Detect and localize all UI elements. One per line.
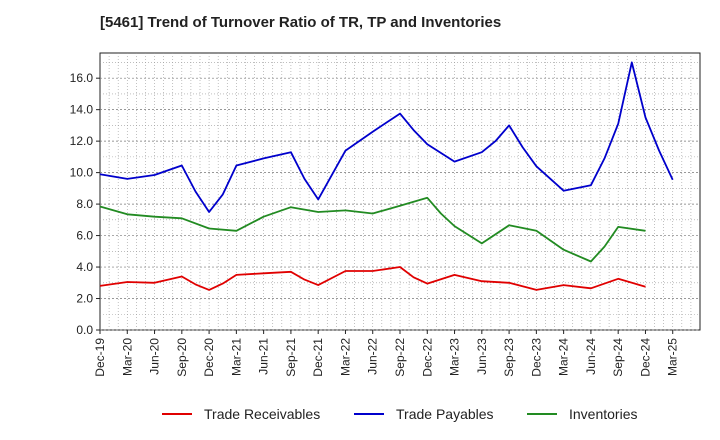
x-tick-label: Dec-20 bbox=[202, 338, 216, 377]
x-tick-label: Jun-24 bbox=[584, 338, 598, 375]
y-tick-label: 10.0 bbox=[70, 166, 94, 180]
y-tick-label: 14.0 bbox=[70, 103, 94, 117]
x-tick-label: Mar-20 bbox=[120, 338, 134, 376]
y-tick-label: 6.0 bbox=[76, 229, 93, 243]
legend-label: Trade Payables bbox=[396, 406, 494, 422]
y-tick-label: 2.0 bbox=[76, 292, 93, 306]
x-tick-label: Dec-19 bbox=[93, 338, 107, 377]
x-tick-label: Sep-24 bbox=[611, 338, 625, 377]
x-tick-label: Mar-24 bbox=[557, 338, 571, 376]
x-axis: Dec-19 Mar-20 Jun-20 Sep-20 Dec-20 Mar-21 Jun-… bbox=[93, 330, 680, 377]
legend-label: Trade Receivables bbox=[204, 406, 320, 422]
chart-title: [5461] Trend of Turnover Ratio of TR, TP… bbox=[100, 14, 502, 31]
x-tick-label: Sep-20 bbox=[175, 338, 189, 377]
x-tick-label: Sep-22 bbox=[393, 338, 407, 377]
x-tick-label: Sep-23 bbox=[502, 338, 516, 377]
y-tick-label: 0.0 bbox=[76, 323, 93, 337]
x-tick-label: Jun-22 bbox=[366, 338, 380, 375]
x-tick-label: Dec-21 bbox=[311, 338, 325, 377]
y-tick-label: 16.0 bbox=[70, 71, 94, 85]
x-tick-label: Mar-22 bbox=[338, 338, 352, 376]
legend-label: Inventories bbox=[569, 406, 637, 422]
y-tick-label: 12.0 bbox=[70, 134, 94, 148]
x-tick-label: Sep-21 bbox=[284, 338, 298, 377]
series-line-trade-payables bbox=[99, 61, 674, 213]
x-tick-label: Dec-22 bbox=[420, 338, 434, 377]
y-tick-label: 4.0 bbox=[76, 260, 93, 274]
x-tick-label: Jun-21 bbox=[257, 338, 271, 375]
x-tick-label: Mar-23 bbox=[448, 338, 462, 376]
legend: Trade Receivables Trade Payables Inventori… bbox=[162, 406, 637, 422]
y-axis: 0.0 2.0 4.0 6.0 8.0 10.0 12.0 14.0 16.0 bbox=[70, 71, 100, 337]
x-tick-label: Dec-24 bbox=[638, 338, 652, 377]
x-tick-label: Mar-21 bbox=[229, 338, 243, 376]
series-line-inventories bbox=[99, 196, 646, 263]
y-tick-label: 8.0 bbox=[76, 197, 93, 211]
series-line-trade-receivables bbox=[99, 266, 646, 291]
x-tick-label: Dec-23 bbox=[529, 338, 543, 377]
x-tick-label: Jun-20 bbox=[148, 338, 162, 375]
x-tick-label: Mar-25 bbox=[666, 338, 680, 376]
series-lines bbox=[99, 61, 674, 291]
x-tick-label: Jun-23 bbox=[475, 338, 489, 375]
